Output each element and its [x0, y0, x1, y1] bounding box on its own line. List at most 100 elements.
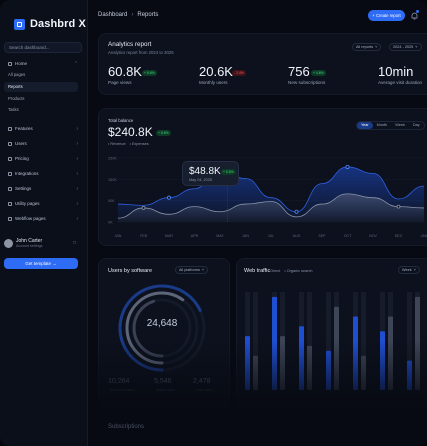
- sidebar-subitem-tasks[interactable]: Tasks: [8, 107, 19, 112]
- x-tick-label: MAR: [165, 234, 173, 238]
- bar-organic[interactable]: [280, 336, 285, 390]
- x-tick-label: JAN: [115, 234, 122, 238]
- sidebar-subitem-products[interactable]: Products: [8, 96, 25, 101]
- bar-direct[interactable]: [353, 316, 358, 391]
- reports-filter-select[interactable]: All reports ˅: [352, 43, 382, 51]
- bar-organic[interactable]: [361, 355, 366, 390]
- bell-icon[interactable]: [411, 12, 418, 20]
- sidebar-item-settings[interactable]: Settings ›: [4, 183, 82, 194]
- kpi-monthly-users-value: 20.6K: [199, 64, 233, 79]
- kpi-page-views-label: Page views: [108, 80, 132, 85]
- tooltip-value: $48.8K: [189, 166, 221, 177]
- brand[interactable]: Dashbrd X: [14, 18, 86, 30]
- y-tick-label: 50K: [108, 199, 115, 203]
- bar-organic[interactable]: [388, 316, 393, 391]
- chevron-down-icon: ˅: [201, 268, 205, 272]
- x-tick-label: JUN: [242, 234, 249, 238]
- legend-revenue-label: Revenue: [110, 142, 126, 146]
- user-profile[interactable]: John Carter Account settings: [4, 238, 42, 248]
- expenses-line: [117, 193, 425, 219]
- sidebar-subitem-reports[interactable]: Reports: [4, 82, 78, 92]
- stat-apple-value: 5,546: [154, 378, 172, 385]
- chevron-right-icon: ›: [76, 216, 78, 222]
- bar-direct[interactable]: [272, 296, 277, 390]
- platform-filter-select[interactable]: All platforms ˅: [175, 266, 209, 274]
- chevron-down-icon: ˅: [413, 268, 416, 272]
- integrations-icon: [8, 171, 12, 176]
- bar-organic[interactable]: [334, 306, 339, 390]
- chevron-right-icon: ›: [76, 126, 78, 132]
- software-total: 24,648: [146, 318, 178, 329]
- stat-apple-label: Apple users: [156, 388, 175, 392]
- traffic-filter-select[interactable]: Week ˅: [398, 266, 420, 274]
- bar-direct[interactable]: [299, 326, 304, 390]
- sidebar-item-pricing[interactable]: Pricing ›: [4, 153, 82, 164]
- kpi-page-views-badge: + 5.6%: [142, 70, 157, 76]
- sidebar-item-label: Home: [15, 61, 28, 66]
- sidebar-item-users[interactable]: Users ›: [4, 138, 82, 149]
- utility-icon: [8, 201, 12, 206]
- create-report-button[interactable]: + Create report: [368, 10, 405, 21]
- range-week[interactable]: Week: [395, 123, 405, 127]
- bar-organic[interactable]: [415, 296, 420, 390]
- expenses-area: [118, 193, 424, 222]
- legend-organic: • Organic search: [284, 269, 313, 273]
- kpi-monthly-users-label: Monthly users: [199, 80, 228, 85]
- get-template-button[interactable]: Get template →: [4, 258, 78, 269]
- balance-label: Total balance: [108, 118, 134, 123]
- bar-organic[interactable]: [307, 345, 312, 390]
- bar-direct[interactable]: [245, 336, 250, 390]
- y-tick-label: 0K: [108, 221, 113, 225]
- sidebar-item-webflow-pages[interactable]: Webflow pages ›: [4, 213, 82, 224]
- expenses-point[interactable]: [141, 206, 146, 210]
- range-day[interactable]: Day: [412, 123, 420, 127]
- bar-organic[interactable]: [253, 355, 258, 390]
- breadcrumb: Dashboard › Reports: [98, 12, 158, 18]
- date-range-select[interactable]: 2024 - 2025 ˅: [389, 43, 422, 51]
- x-tick-label: AUG: [293, 234, 301, 238]
- chevron-down-icon: ˅: [375, 45, 378, 49]
- breadcrumb-dashboard[interactable]: Dashboard: [98, 12, 128, 18]
- analytics-title: Analytics report: [108, 41, 152, 48]
- x-tick-label: MAY: [216, 234, 224, 238]
- bar-direct[interactable]: [326, 350, 331, 390]
- chevron-right-icon: ›: [76, 156, 78, 162]
- sidebar-item-integrations[interactable]: Integrations ›: [4, 168, 82, 179]
- stat-linux-value: 2,478: [193, 378, 211, 385]
- traffic-legend: • Direct • Organic search: [268, 269, 312, 273]
- bar-direct[interactable]: [380, 331, 385, 390]
- breadcrumb-reports[interactable]: Reports: [137, 12, 159, 18]
- expenses-point[interactable]: [396, 204, 401, 209]
- revenue-point[interactable]: [167, 195, 172, 200]
- chevron-right-icon: ›: [76, 141, 78, 147]
- x-tick-label: APR: [191, 234, 199, 238]
- sidebar-item-label: Utility pages: [15, 201, 40, 206]
- sidebar-subitem-all-pages[interactable]: All pages: [8, 72, 26, 77]
- kpi-new-subscriptions-value: 756: [288, 64, 310, 79]
- range-segmented-control: Year Month Week Day: [356, 121, 425, 130]
- sidebar-item-features[interactable]: Features ›: [4, 123, 82, 134]
- revenue-point[interactable]: [294, 209, 299, 214]
- stat-windows-label: Windows users: [110, 388, 135, 392]
- search-input[interactable]: Search dashboard...: [4, 42, 82, 53]
- features-icon: [8, 126, 12, 131]
- sidebar-item-label: Settings: [15, 186, 32, 191]
- kpi-new-subscriptions-badge: + 4.6%: [311, 70, 326, 76]
- user-menu-icon[interactable]: □: [73, 240, 77, 246]
- x-tick-label: DEC: [395, 234, 403, 238]
- sidebar-item-home[interactable]: Home ⌃: [4, 58, 82, 69]
- balance-chart: 250K 150K 50K 0K JAN FEB MAR APR MAY JUN JUL AUG SEP…: [108, 157, 427, 239]
- tooltip-badge: + 5.6%: [221, 169, 236, 175]
- range-month[interactable]: Month: [376, 123, 388, 127]
- revenue-point[interactable]: [345, 164, 350, 169]
- x-tick-label: NOV: [369, 234, 377, 238]
- bar-direct[interactable]: [407, 360, 412, 390]
- kpi-page-views-value: 60.8K: [108, 64, 142, 79]
- range-year[interactable]: Year: [357, 122, 373, 129]
- y-tick-label: 250K: [108, 157, 117, 161]
- notification-dot: [416, 10, 419, 13]
- sidebar-item-utility-pages[interactable]: Utility pages ›: [4, 198, 82, 209]
- legend-revenue: • Revenue: [108, 142, 126, 146]
- legend-organic-label: Organic search: [286, 269, 313, 273]
